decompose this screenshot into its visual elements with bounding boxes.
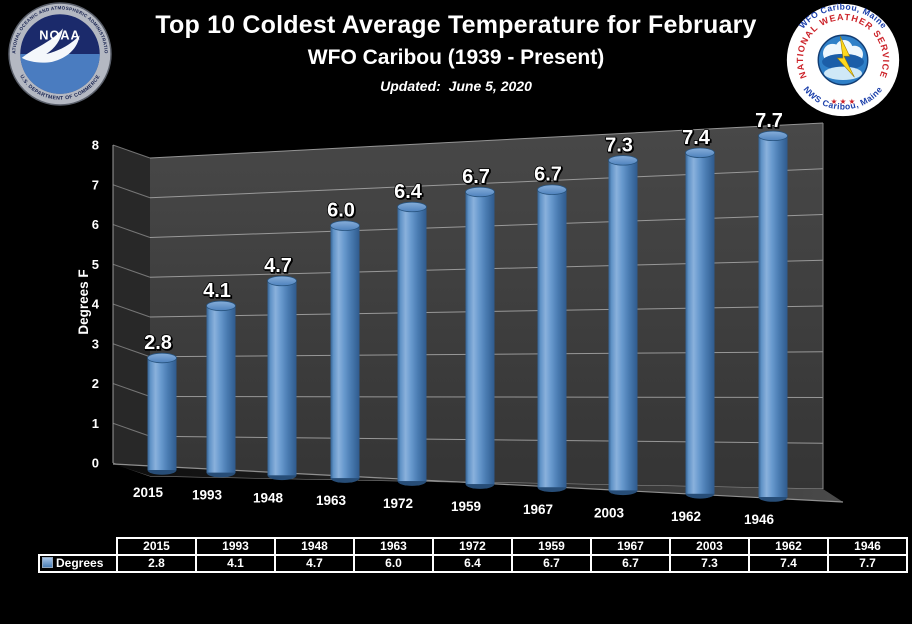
gridline	[149, 122, 824, 159]
bar-cylinder-1959	[465, 191, 495, 485]
y-tick-label: 6	[92, 217, 99, 232]
bar-value-label: 2.8	[144, 332, 172, 354]
bar-cylinder-1962	[685, 152, 715, 494]
gridline-side	[112, 422, 151, 437]
cloud-base-icon	[823, 66, 863, 80]
bar-cylinder-1963	[330, 225, 360, 479]
table-degree-value: 4.1	[195, 554, 276, 573]
table-year-header: 1972	[432, 537, 513, 556]
bar-top-cap	[147, 352, 177, 364]
bar-top-cap	[537, 184, 567, 195]
bar-value-label: 6.0	[327, 200, 355, 222]
table-degree-value: 4.7	[274, 554, 355, 573]
x-category-label: 1963	[316, 493, 347, 508]
bar-value-label: 6.4	[394, 181, 423, 203]
page-title: Top 10 Coldest Average Temperature for F…	[155, 11, 757, 39]
y-tick-label: 1	[92, 416, 99, 431]
nws-stars: ★ ★ ★	[831, 97, 856, 106]
lightning-bolt-icon	[836, 36, 855, 78]
x-category-label: 1946	[744, 512, 775, 527]
table-year-header: 1967	[590, 537, 671, 556]
table-degree-value: 6.0	[353, 554, 434, 573]
table-degree-value: 2.8	[116, 554, 197, 573]
bar-value-label: 7.3	[605, 134, 633, 156]
x-category-label: 1972	[383, 496, 413, 511]
table-year-header: 1948	[274, 537, 355, 556]
table-year-header: 1946	[827, 537, 908, 556]
gridline-side	[112, 184, 151, 199]
bar-top-cap	[206, 300, 236, 312]
y-tick-label: 4	[92, 297, 100, 312]
gridline-side	[112, 383, 151, 397]
bar-top-cap	[397, 201, 427, 213]
bar-cylinder-2003	[608, 160, 638, 491]
table-degree-value: 7.7	[827, 554, 908, 573]
gridline-side	[112, 144, 151, 159]
bar-cylinder-1967	[537, 189, 567, 488]
x-category-label: 2003	[594, 505, 625, 520]
y-tick-label: 0	[92, 456, 99, 471]
noaa-bird-icon	[21, 28, 80, 63]
noaa-center-label: NOAA	[39, 27, 80, 42]
bar-top-cap	[267, 275, 297, 287]
y-tick-label: 7	[92, 177, 99, 192]
noaa-lower-sea	[20, 54, 100, 94]
bar-top-cap	[758, 130, 788, 142]
chart-data-table-wrap: 2015 1993 1948 1963 1972 1959 1967 2003 1962 1946…	[38, 537, 908, 573]
legend-swatch-icon	[42, 557, 53, 568]
bar-value-label: 6.7	[462, 166, 490, 188]
table-degree-value: 6.7	[511, 554, 592, 573]
bar-top-cap	[685, 147, 715, 158]
nws-logo: WFO Caribou, Maine NWS Caribou, Maine NA…	[786, 2, 900, 117]
gridline-side	[112, 343, 151, 358]
y-tick-label: 2	[92, 376, 99, 391]
table-year-header: 1959	[511, 537, 592, 556]
x-category-label: 1962	[671, 509, 701, 524]
bar-value-label: 7.7	[755, 110, 783, 132]
table-year-header: 1993	[195, 537, 276, 556]
gridline-side	[112, 263, 151, 278]
bar-cylinder-1993	[206, 305, 236, 473]
updated-date: Updated: June 5, 2020	[380, 78, 532, 94]
page-subtitle: WFO Caribou (1939 - Present)	[307, 46, 605, 69]
bar-chart: 0 1 2 3 4 5 6 7 8 Degrees F 2.8 2015 4.1 1993 4.7 1948 6…	[76, 109, 844, 527]
x-category-label: 2015	[133, 485, 164, 500]
bar-top-cap	[465, 186, 495, 198]
bar-cylinder-2015	[147, 358, 177, 470]
table-corner-cell	[39, 538, 117, 555]
bar-value-label: 7.4	[682, 127, 711, 149]
table-degree-value: 6.4	[432, 554, 513, 573]
x-category-label: 1993	[192, 488, 223, 503]
chart-data-table: 2015 1993 1948 1963 1972 1959 1967 2003 1962 1946…	[38, 537, 908, 573]
gridline-side	[112, 303, 151, 318]
y-tick-label: 3	[92, 336, 99, 351]
gridline-side	[112, 224, 151, 238]
bar-top-cap	[608, 155, 638, 166]
table-year-header: 1963	[353, 537, 434, 556]
bar-value-label: 4.7	[264, 255, 292, 277]
y-tick-label: 5	[92, 257, 99, 272]
table-year-header: 2003	[669, 537, 750, 556]
x-category-label: 1967	[523, 502, 553, 517]
table-year-header: 2015	[116, 537, 197, 556]
table-degree-value: 7.3	[669, 554, 750, 573]
bar-cylinder-1948	[267, 280, 297, 476]
table-year-header: 1962	[748, 537, 829, 556]
bar-cylinder-1972	[397, 206, 427, 482]
bar-top-cap	[330, 220, 360, 231]
y-axis-title: Degrees F	[76, 269, 91, 334]
bar-cylinder-1946	[758, 135, 788, 498]
x-category-label: 1948	[253, 490, 284, 505]
table-series-label: Degrees	[38, 554, 118, 573]
x-category-label: 1959	[451, 499, 481, 514]
table-degree-value: 7.4	[748, 554, 829, 573]
bar-value-label: 6.7	[534, 164, 562, 186]
table-degree-value: 6.7	[590, 554, 671, 573]
noaa-logo: NOAA NATIONAL OCEANIC AND ATMOSPHERIC AD…	[8, 2, 112, 106]
bar-value-label: 4.1	[203, 280, 231, 302]
y-tick-label: 8	[92, 138, 99, 153]
